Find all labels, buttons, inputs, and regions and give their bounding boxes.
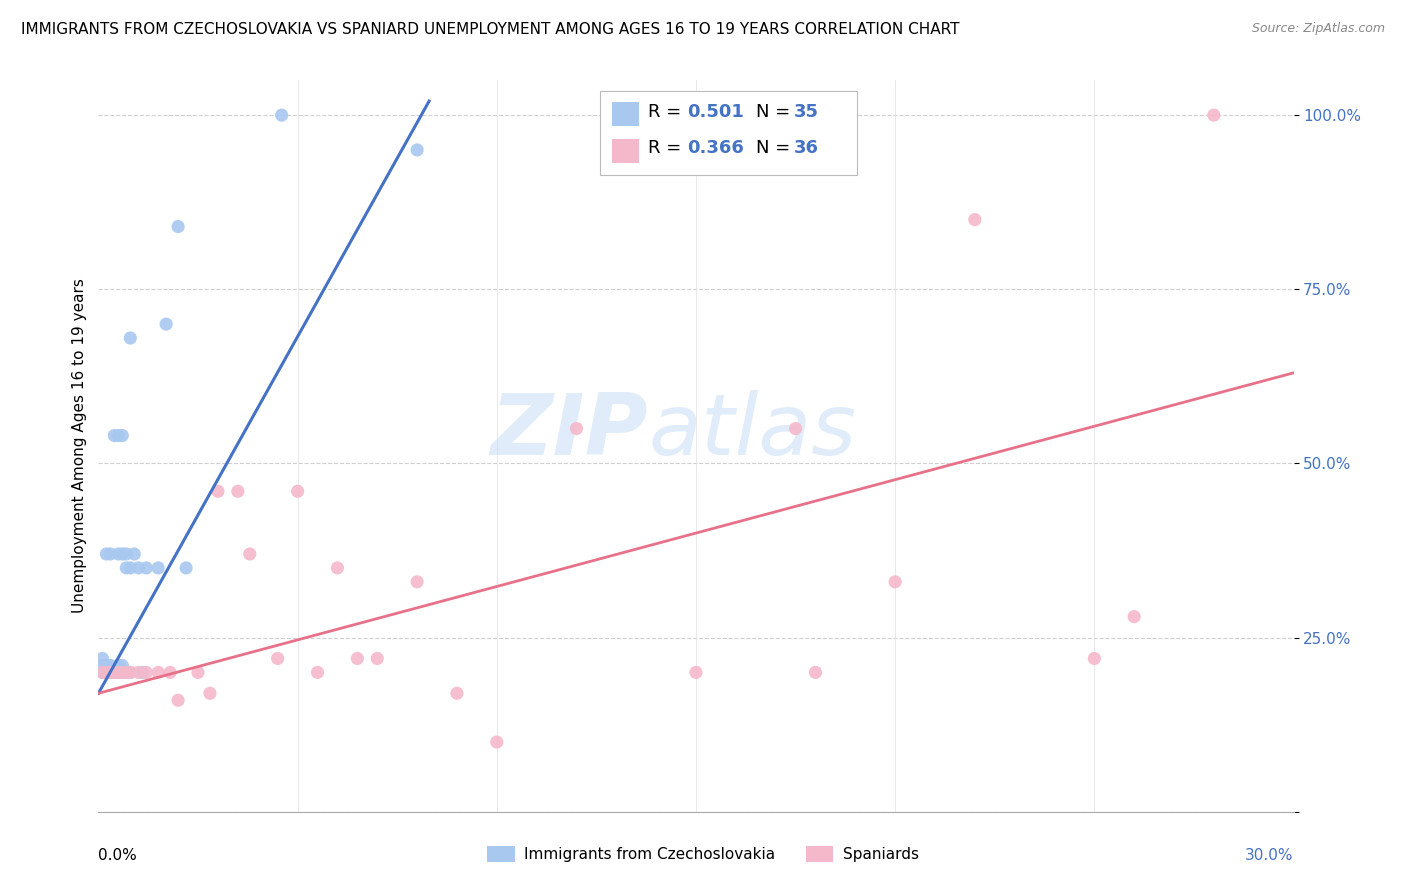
Point (120, 665, 142, 680)
Point (198, 686, 221, 700)
Point (107, 547, 129, 561)
Point (135, 665, 157, 680)
FancyBboxPatch shape (600, 91, 858, 176)
Text: N =: N = (756, 103, 796, 120)
Point (115, 561, 138, 575)
Point (485, 735, 508, 749)
Point (120, 561, 142, 575)
Text: 30.0%: 30.0% (1246, 848, 1294, 863)
Point (111, 428, 134, 442)
Point (111, 547, 134, 561)
Point (98, 665, 122, 680)
Text: R =: R = (648, 139, 688, 157)
Point (155, 317, 177, 331)
Point (127, 561, 149, 575)
Point (111, 665, 134, 680)
Point (239, 547, 262, 561)
Text: IMMIGRANTS FROM CZECHOSLOVAKIA VS SPANIARD UNEMPLOYMENT AMONG AGES 16 TO 19 YEAR: IMMIGRANTS FROM CZECHOSLOVAKIA VS SPANIA… (21, 22, 959, 37)
Point (111, 665, 134, 680)
Point (804, 665, 827, 680)
Point (167, 219, 190, 234)
Point (366, 651, 388, 665)
FancyBboxPatch shape (613, 103, 638, 127)
Text: N =: N = (756, 139, 796, 157)
Point (103, 665, 125, 680)
Point (406, 574, 429, 589)
Point (1083, 651, 1105, 665)
Point (1202, 108, 1225, 122)
Point (115, 665, 138, 680)
Point (115, 665, 138, 680)
Point (111, 658, 134, 673)
Point (96, 547, 118, 561)
Point (131, 665, 153, 680)
Point (91, 665, 114, 680)
Point (270, 108, 292, 122)
Text: ZIP: ZIP (491, 390, 648, 473)
Point (685, 665, 707, 680)
Point (107, 665, 129, 680)
Point (120, 331, 142, 345)
Point (98, 547, 122, 561)
Point (107, 658, 129, 673)
Point (346, 651, 368, 665)
Text: 36: 36 (794, 139, 818, 157)
Point (406, 143, 429, 157)
Point (96, 665, 118, 680)
Text: R =: R = (648, 103, 688, 120)
Point (120, 665, 142, 680)
Point (187, 665, 209, 680)
Point (565, 421, 588, 435)
Point (107, 428, 129, 442)
FancyBboxPatch shape (613, 139, 638, 163)
Point (446, 686, 468, 700)
Point (326, 561, 349, 575)
Point (267, 651, 290, 665)
Point (159, 665, 181, 680)
Point (174, 561, 197, 575)
Point (107, 665, 129, 680)
Point (98, 658, 122, 673)
Point (148, 561, 170, 575)
Y-axis label: Unemployment Among Ages 16 to 19 years: Unemployment Among Ages 16 to 19 years (72, 278, 87, 614)
Point (963, 212, 986, 227)
Text: 0.501: 0.501 (688, 103, 745, 120)
Point (103, 428, 125, 442)
Point (884, 574, 907, 589)
Text: 35: 35 (794, 103, 818, 120)
Point (91, 665, 114, 680)
Point (103, 665, 125, 680)
Text: 0.366: 0.366 (688, 139, 745, 157)
Point (307, 665, 329, 680)
Point (127, 665, 149, 680)
Point (91, 658, 114, 673)
Point (96, 658, 118, 673)
Point (785, 421, 807, 435)
Legend: Immigrants from Czechoslovakia, Spaniards: Immigrants from Czechoslovakia, Spaniard… (481, 839, 925, 868)
Point (98, 665, 122, 680)
Point (167, 693, 190, 707)
Text: 0.0%: 0.0% (98, 848, 138, 863)
Point (1123, 609, 1146, 624)
Point (124, 547, 146, 561)
Point (148, 665, 170, 680)
Point (226, 484, 249, 499)
Point (115, 547, 138, 561)
Point (96, 665, 118, 680)
Point (91, 651, 114, 665)
Point (287, 484, 309, 499)
Point (135, 561, 157, 575)
Text: Source: ZipAtlas.com: Source: ZipAtlas.com (1251, 22, 1385, 36)
Text: atlas: atlas (648, 390, 856, 473)
Point (207, 484, 229, 499)
